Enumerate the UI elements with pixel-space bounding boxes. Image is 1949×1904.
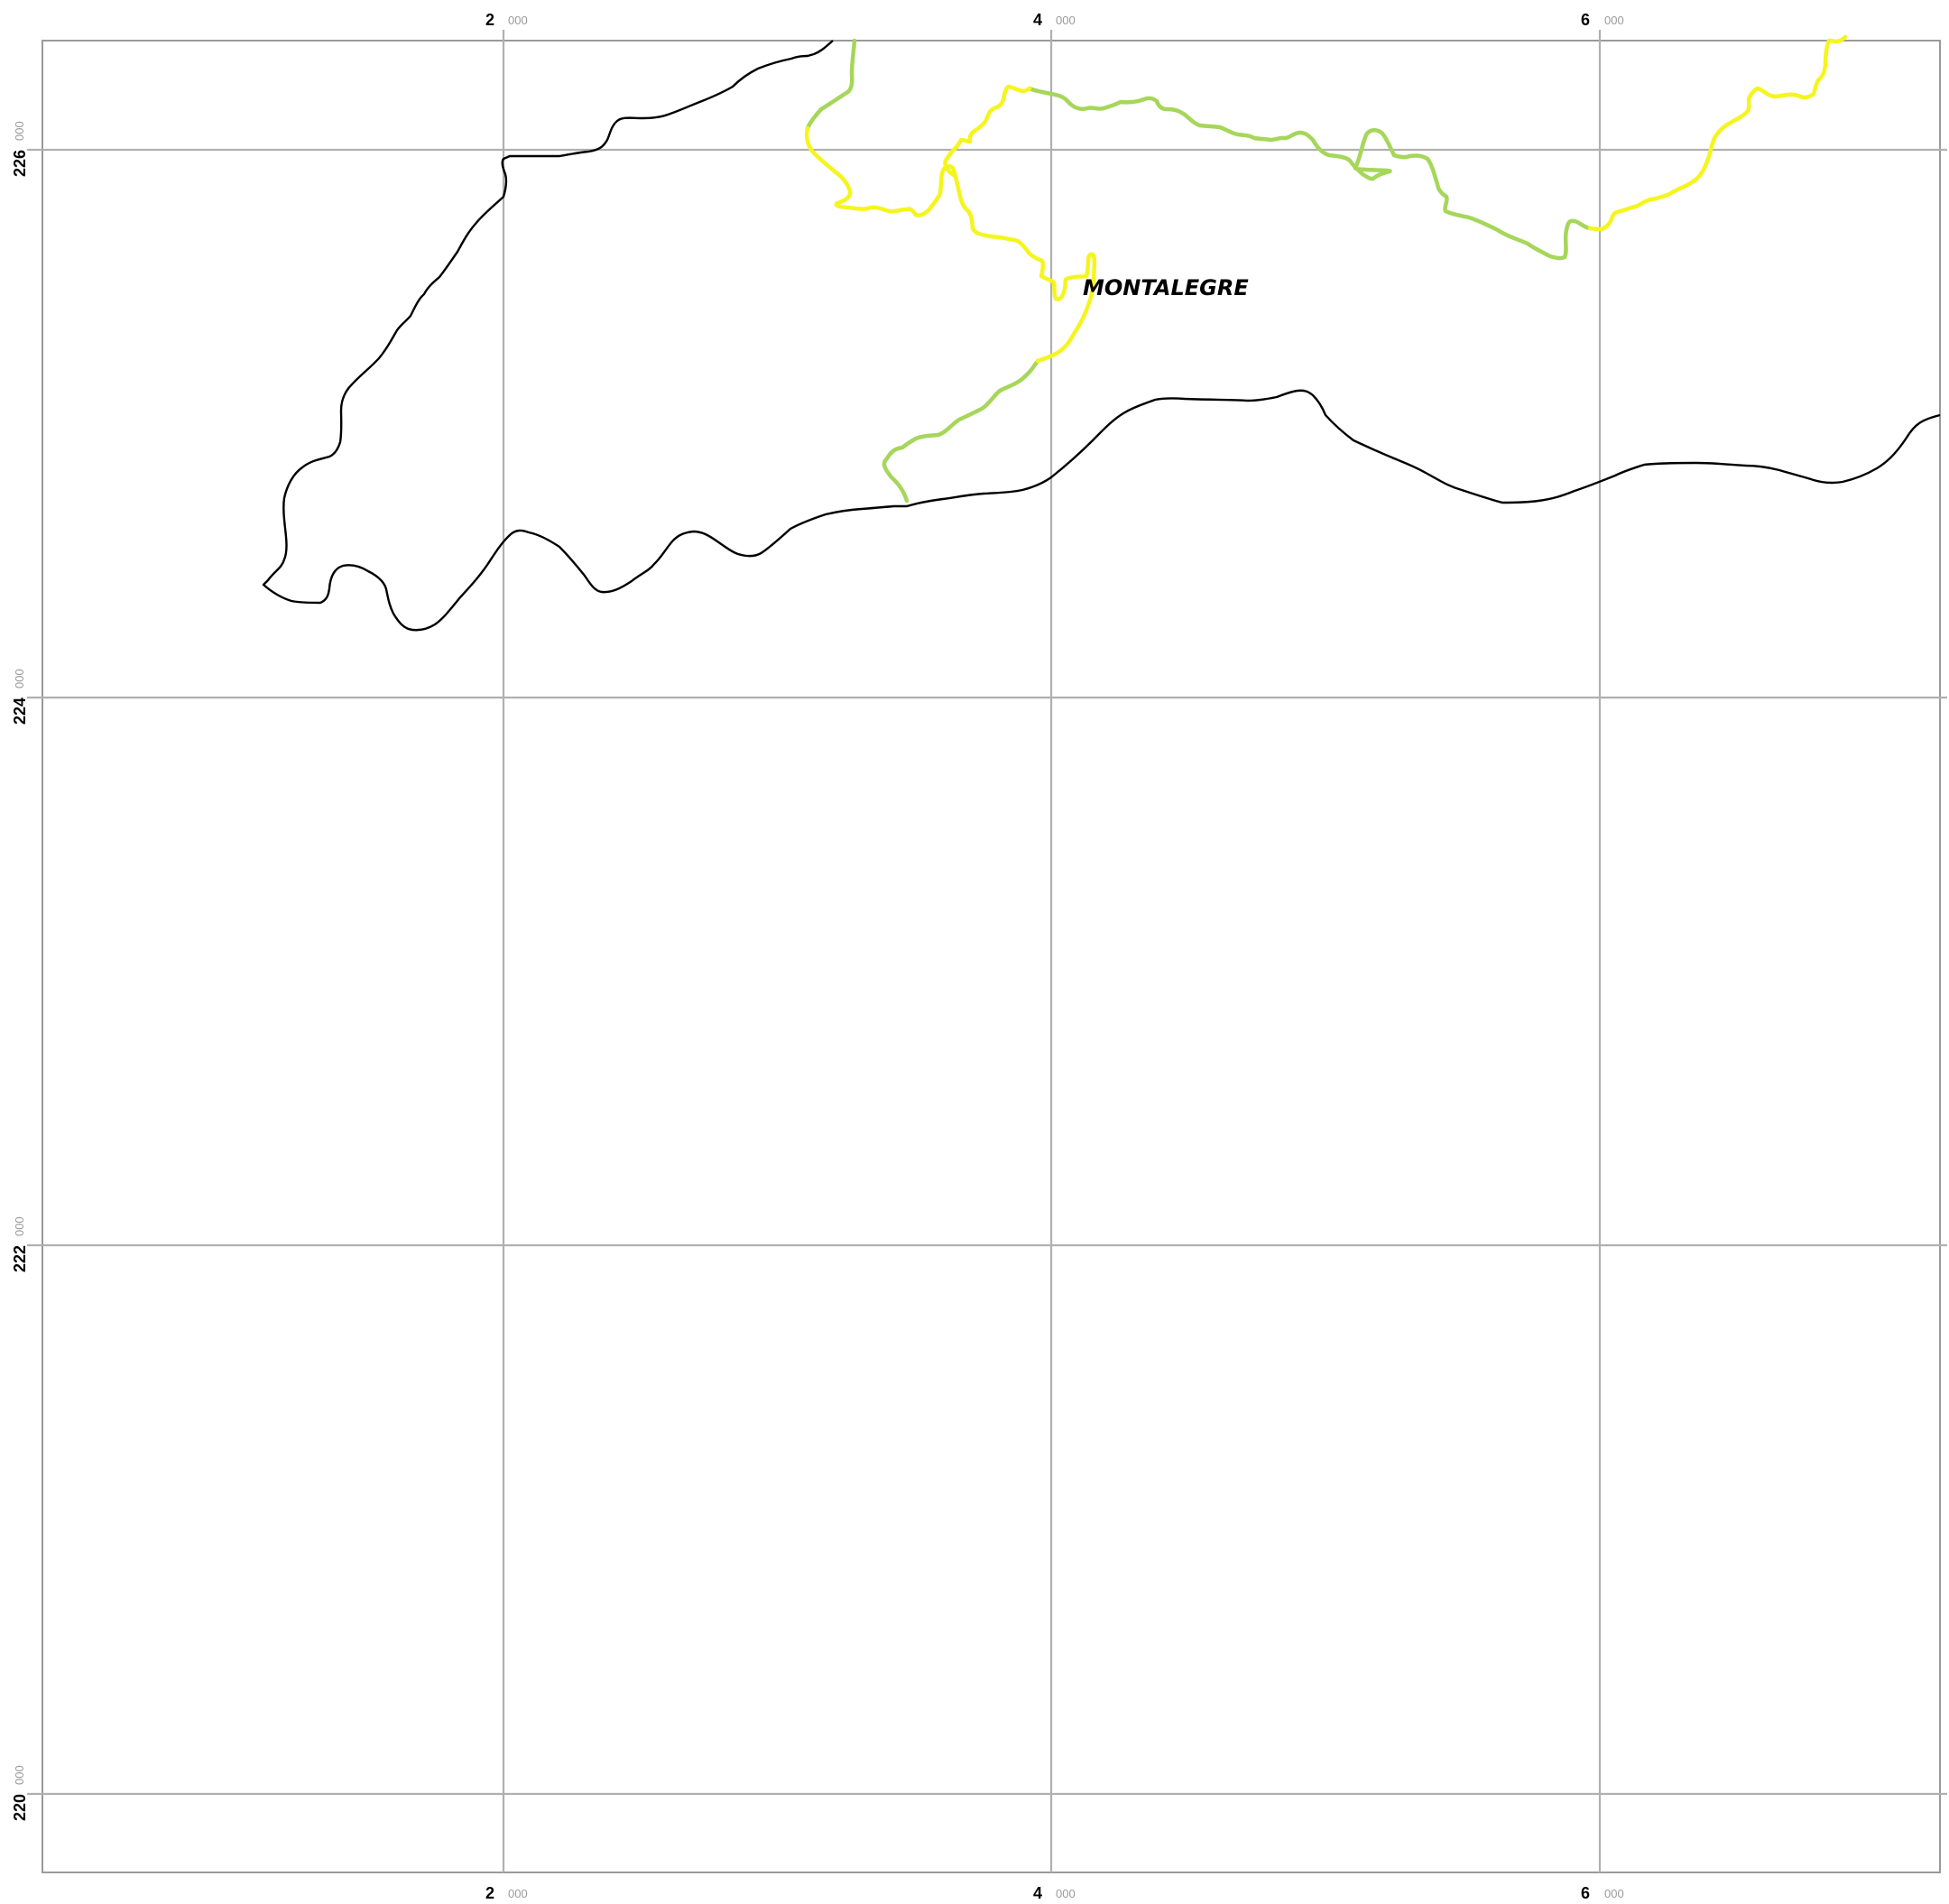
y-tick-minor: 000 (13, 1216, 26, 1236)
x-tick-minor-top: 000 (1604, 14, 1624, 27)
x-axis-labels-bottom: 2 000 4 000 6 000 (485, 1884, 1624, 1902)
road-yellow-montalegre-north (943, 84, 1032, 179)
y-tick-major: 226 (11, 150, 29, 177)
x-tick-minor-top: 000 (508, 14, 528, 27)
x-tick-major-top: 6 (1581, 11, 1590, 29)
road-green-south-branch (882, 358, 1040, 504)
x-tick-minor-top: 000 (1056, 14, 1076, 27)
x-tick-minor-bottom: 000 (1056, 1887, 1076, 1900)
y-tick-major: 222 (11, 1245, 29, 1272)
y-tick-major: 220 (11, 1794, 29, 1821)
municipal-boundary-north (262, 40, 1941, 632)
x-axis-labels-top: 2 000 4 000 6 000 (485, 11, 1624, 29)
x-tick-major-top: 2 (485, 11, 494, 29)
road-network-green (805, 38, 1593, 504)
map-frame (42, 40, 1941, 1873)
y-axis-labels: 226 000 224 000 222 000 220 000 (11, 121, 29, 1821)
road-green-north-west (805, 38, 857, 131)
road-yellow-east (1587, 34, 1848, 232)
y-tick-minor: 000 (13, 669, 26, 689)
x-tick-minor-bottom: 000 (1604, 1887, 1624, 1900)
y-tick-minor: 000 (13, 1765, 26, 1785)
place-label-montalegre: MONTALEGRE (1083, 275, 1249, 300)
x-tick-minor-bottom: 000 (508, 1887, 528, 1900)
x-tick-major-top: 4 (1033, 11, 1042, 29)
x-tick-major-bottom: 4 (1033, 1884, 1042, 1902)
grid-lines (27, 30, 1947, 1872)
road-network-yellow (804, 34, 1848, 364)
road-green-east-corridor (1027, 86, 1593, 261)
road-yellow-northwest-loop (804, 125, 1097, 364)
x-tick-major-bottom: 6 (1581, 1884, 1590, 1902)
y-tick-major: 224 (11, 698, 29, 725)
y-tick-minor: 000 (13, 121, 26, 141)
x-tick-major-bottom: 2 (485, 1884, 494, 1902)
